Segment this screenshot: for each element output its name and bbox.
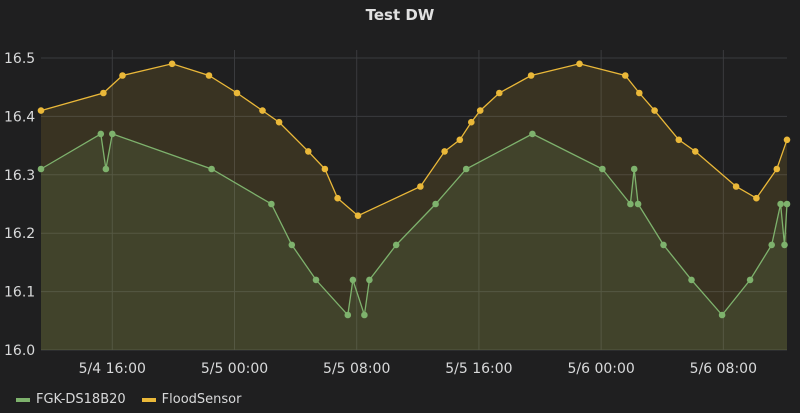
data-point [441, 148, 448, 155]
data-point [275, 118, 283, 126]
data-point [732, 183, 740, 190]
data-point [630, 165, 638, 173]
data-point [746, 276, 754, 284]
data-point [692, 148, 699, 155]
x-tick-label: 5/5 16:00 [445, 361, 512, 377]
data-point [456, 136, 464, 144]
series-area [41, 133, 787, 350]
data-point [599, 165, 606, 173]
legend-item-fgk-ds18b20[interactable]: FGK-DS18B20 [16, 392, 126, 407]
data-point [576, 60, 583, 68]
data-point [100, 89, 107, 97]
data-point [109, 130, 116, 138]
data-point [97, 130, 105, 138]
x-tick-label: 5/6 08:00 [690, 361, 757, 377]
data-point [773, 165, 781, 173]
legend-label: FloodSensor [161, 392, 242, 407]
data-point [37, 107, 45, 114]
data-point [432, 200, 439, 208]
x-tick-label: 5/5 00:00 [201, 361, 268, 377]
data-point [660, 241, 667, 249]
data-point [361, 311, 368, 319]
data-point [344, 311, 352, 319]
data-point [675, 136, 683, 144]
data-point [349, 276, 357, 284]
data-point [753, 194, 760, 202]
data-point [496, 89, 503, 97]
series-area [41, 63, 787, 351]
legend-label: FGK-DS18B20 [36, 392, 126, 407]
data-point [392, 241, 400, 249]
data-point [627, 200, 634, 208]
legend-swatch-icon [141, 397, 156, 402]
data-point [205, 72, 213, 79]
data-point [119, 72, 126, 79]
x-tick-label: 5/6 00:00 [567, 361, 634, 377]
y-tick-label: 16.5 [4, 51, 35, 67]
data-point [527, 72, 535, 79]
legend-swatch-icon [16, 397, 30, 402]
legend-item-floodsensor[interactable]: FloodSensor [141, 392, 242, 407]
data-point [777, 200, 784, 208]
data-point [783, 136, 791, 144]
x-tick-label: 5/4 16:00 [79, 361, 146, 377]
data-point [354, 212, 362, 219]
data-point [651, 107, 658, 114]
data-point [783, 200, 791, 208]
data-point [268, 200, 275, 208]
panel-title[interactable]: Test DW [365, 6, 435, 24]
x-tick-label: 5/5 08:00 [323, 361, 390, 377]
y-tick-label: 16.4 [4, 109, 35, 125]
y-tick-label: 16.1 [4, 285, 35, 301]
data-point [37, 165, 45, 173]
data-point [781, 241, 788, 249]
data-point [334, 194, 341, 202]
data-point [366, 276, 373, 284]
data-point [718, 311, 726, 319]
data-point [233, 89, 241, 97]
data-point [462, 165, 470, 173]
data-point [102, 165, 110, 173]
data-point [288, 241, 296, 249]
data-point [476, 107, 484, 114]
data-point [768, 241, 775, 249]
legend: FGK-DS18B20 FloodSensor [16, 392, 241, 407]
data-point [168, 60, 176, 68]
data-point [312, 276, 320, 284]
data-point [688, 276, 695, 284]
data-point [468, 118, 475, 126]
data-point [634, 200, 642, 208]
data-point [636, 89, 643, 97]
data-point [305, 148, 312, 155]
series-line [40, 132, 788, 317]
data-point [622, 72, 629, 79]
data-point [417, 183, 424, 190]
data-point [529, 130, 536, 138]
y-tick-label: 16.2 [4, 226, 35, 242]
data-point [321, 165, 329, 173]
y-tick-label: 16.3 [4, 168, 35, 184]
y-tick-label: 16.0 [4, 343, 35, 359]
data-point [208, 165, 215, 173]
data-point [259, 107, 266, 114]
